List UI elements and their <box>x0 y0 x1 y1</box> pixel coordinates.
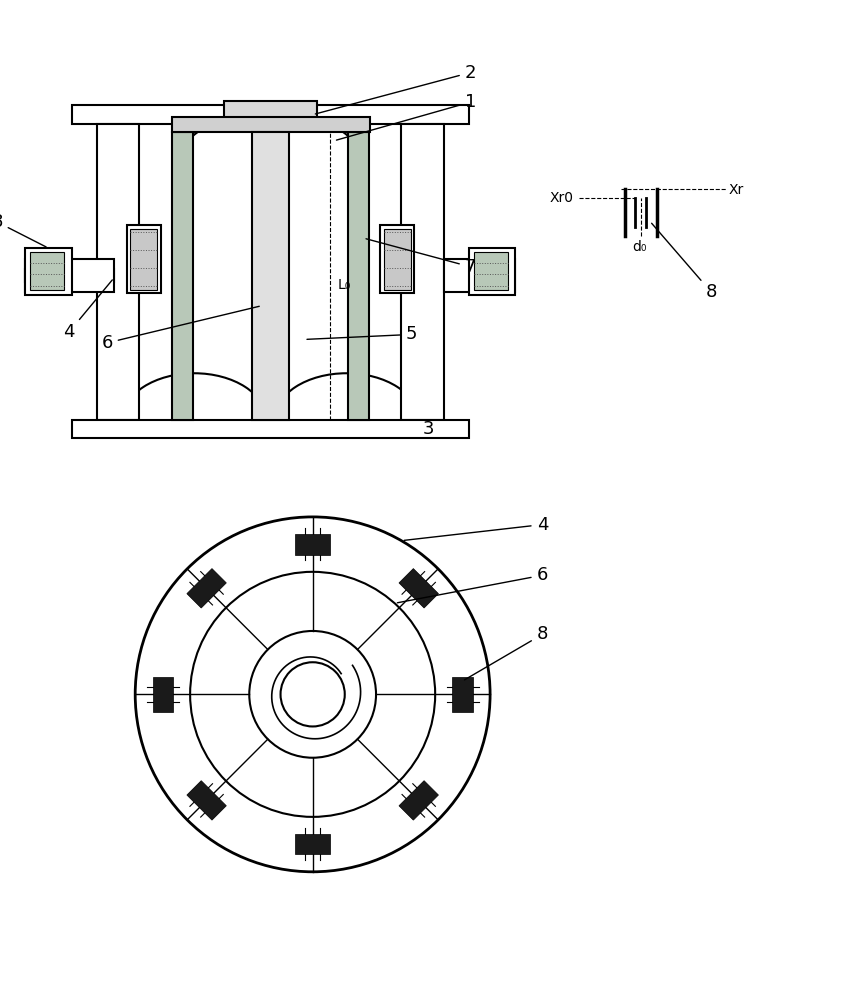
Text: 8: 8 <box>0 213 46 247</box>
Polygon shape <box>153 677 173 712</box>
Bar <box>443 259 515 292</box>
Bar <box>252 132 289 420</box>
Polygon shape <box>452 677 473 712</box>
Text: d₀: d₀ <box>631 240 646 254</box>
Text: 1: 1 <box>336 93 475 140</box>
Bar <box>97 124 139 420</box>
Polygon shape <box>295 834 330 854</box>
Bar <box>171 132 192 420</box>
Bar <box>30 252 64 290</box>
Polygon shape <box>187 781 226 820</box>
Bar <box>25 269 114 282</box>
Bar <box>25 259 114 292</box>
Polygon shape <box>398 781 438 820</box>
Text: L₀: L₀ <box>338 278 351 292</box>
Text: Xr: Xr <box>728 183 743 197</box>
Text: 8: 8 <box>651 223 716 301</box>
Polygon shape <box>187 569 226 608</box>
Text: Xr0: Xr0 <box>549 191 572 205</box>
Bar <box>224 101 316 128</box>
Text: 3: 3 <box>422 420 434 438</box>
Bar <box>72 420 468 438</box>
Bar <box>127 225 160 293</box>
Bar <box>348 132 369 420</box>
Bar <box>401 124 443 420</box>
Text: 8: 8 <box>464 625 547 680</box>
Bar <box>253 132 287 166</box>
Text: 4: 4 <box>403 516 548 540</box>
Text: 2: 2 <box>315 64 476 114</box>
Bar <box>171 117 370 132</box>
Bar <box>468 248 515 295</box>
Bar <box>72 105 468 124</box>
Text: 6: 6 <box>101 306 259 352</box>
Bar <box>130 229 157 290</box>
Bar <box>25 248 72 295</box>
Polygon shape <box>295 534 330 555</box>
Text: 6: 6 <box>397 566 547 603</box>
Text: 7: 7 <box>365 239 476 276</box>
Text: 4: 4 <box>63 280 112 341</box>
Bar <box>380 225 414 293</box>
Polygon shape <box>398 569 438 608</box>
Text: 5: 5 <box>306 325 417 343</box>
Bar <box>473 252 507 290</box>
Bar <box>383 229 410 290</box>
